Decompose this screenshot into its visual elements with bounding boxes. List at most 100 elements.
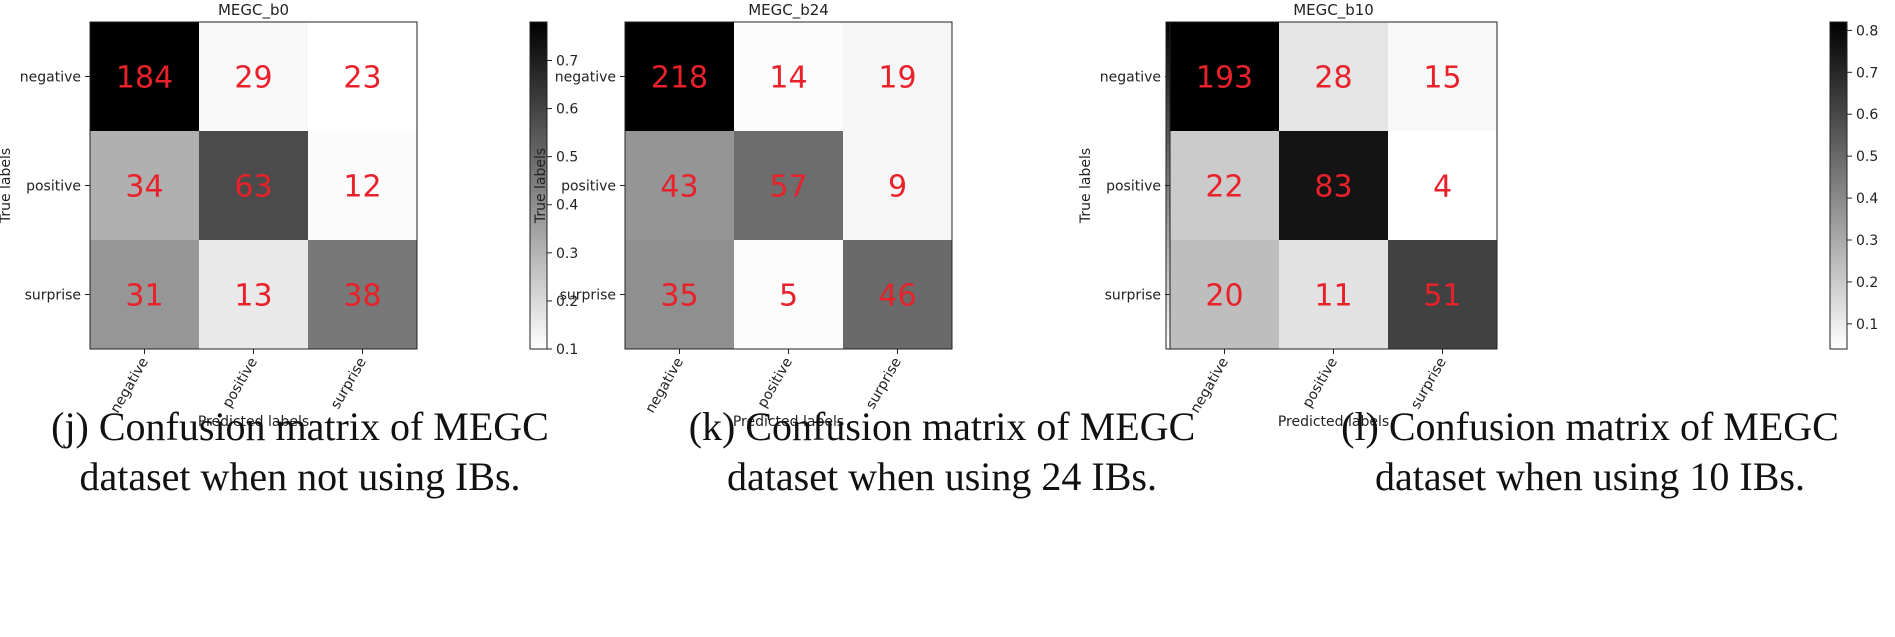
heatmap-cell (1170, 22, 1279, 131)
caption-l-line-1: (l) Confusion matrix of MEGC (1341, 404, 1839, 449)
heatmap-panel-3: MEGC_b10 193 28 15 22 83 4 20 11 51 negative positi… (1078, 1, 1878, 430)
colorbar-tick-label: 0.6 (556, 102, 578, 118)
y-tick-label: surprise (1105, 288, 1161, 304)
heatmap-cell (625, 240, 734, 349)
cell-count-label: 28 (1314, 61, 1352, 96)
y-tick-label: positive (26, 179, 81, 195)
heatmap-cell (1388, 240, 1497, 349)
heatmap-cell (1170, 240, 1279, 349)
heatmap-cell (843, 240, 952, 349)
y-tick-label: negative (20, 70, 81, 86)
heatmap-cell (1279, 240, 1388, 349)
caption-k: (k) Confusion matrix of MEGC dataset whe… (642, 402, 1242, 502)
heatmap-cell (90, 22, 199, 131)
heatmap-cell (308, 240, 417, 349)
chart-title: MEGC_b10 (1293, 1, 1374, 20)
colorbar-tick-label: 0.5 (1856, 149, 1878, 165)
cell-count-label: 15 (1423, 61, 1461, 96)
x-axis-label: Predicted labels (1278, 414, 1389, 430)
heatmap-cell (625, 131, 734, 240)
cell-count-label: 218 (651, 61, 708, 96)
caption-j: (j) Confusion matrix of MEGC dataset whe… (0, 402, 600, 502)
heatmap-cell (90, 131, 199, 240)
x-axis-label: Predicted labels (198, 414, 309, 430)
heatmap-cell (199, 240, 308, 349)
heatmap-cell (199, 22, 308, 131)
y-tick-label: surprise (560, 288, 616, 304)
heatmap-cell (199, 131, 308, 240)
heatmap-cell (843, 131, 952, 240)
cell-count-label: 83 (1314, 170, 1352, 205)
heatmap-cell (1388, 22, 1497, 131)
caption-l: (l) Confusion matrix of MEGC dataset whe… (1290, 402, 1890, 502)
chart-title: MEGC_b24 (748, 1, 829, 20)
cell-count-label: 12 (343, 170, 381, 205)
cell-count-label: 63 (234, 170, 272, 205)
heatmap-cell (308, 22, 417, 131)
colorbar (1829, 21, 1848, 350)
colorbar (529, 21, 548, 350)
cell-count-label: 11 (1314, 279, 1352, 314)
cell-count-label: 23 (343, 61, 381, 96)
colorbar-tick-label: 0.8 (1856, 23, 1878, 39)
heatmap-cell (308, 131, 417, 240)
colorbar-tick-label: 0.2 (1856, 275, 1878, 291)
y-tick-label: positive (1106, 179, 1161, 195)
cell-count-label: 5 (779, 279, 798, 314)
heatmap-cell (734, 131, 843, 240)
colorbar-tick-label: 0.1 (1856, 317, 1878, 333)
x-axis-label: Predicted labels (733, 414, 844, 430)
cell-count-label: 19 (878, 61, 916, 96)
y-tick-label: positive (561, 179, 616, 195)
colorbar-tick-label: 0.2 (556, 294, 578, 310)
heatmap-panel-2: MEGC_b24 218 14 19 43 57 9 35 5 46 negative positiv… (533, 1, 1214, 430)
heatmap-cell (734, 240, 843, 349)
heatmap-cell (1388, 131, 1497, 240)
colorbar-tick-label: 0.4 (556, 198, 578, 214)
caption-j-line-1: (j) Confusion matrix of MEGC (51, 404, 549, 449)
heatmap-panel-1: MEGC_b0 184 29 23 34 63 12 31 13 38 negative positi… (0, 1, 578, 430)
cell-count-label: 34 (125, 170, 163, 205)
colorbar-tick-label: 0.3 (1856, 233, 1878, 249)
cell-count-label: 13 (234, 279, 272, 314)
chart-title: MEGC_b0 (218, 1, 289, 20)
y-axis-label: True labels (1078, 148, 1094, 224)
heatmap-cell (1170, 131, 1279, 240)
heatmap-cell (90, 240, 199, 349)
cell-count-label: 193 (1196, 61, 1253, 96)
colorbar-tick-label: 0.5 (556, 150, 578, 166)
cell-count-label: 46 (878, 279, 916, 314)
caption-j-line-2: dataset when not using IBs. (79, 454, 521, 499)
colorbar-tick-label: 0.4 (1856, 191, 1878, 207)
y-tick-label: negative (555, 70, 616, 86)
cell-count-label: 35 (660, 279, 698, 314)
cell-count-label: 51 (1423, 279, 1461, 314)
y-tick-label: negative (1100, 70, 1161, 86)
caption-k-line-1: (k) Confusion matrix of MEGC (688, 404, 1196, 449)
cell-count-label: 4 (1433, 170, 1452, 205)
y-tick-label: surprise (25, 288, 81, 304)
colorbar-tick-label: 0.7 (1856, 65, 1878, 81)
cell-count-label: 184 (116, 61, 173, 96)
y-axis-label: True labels (0, 148, 14, 224)
heatmap-cell (625, 22, 734, 131)
heatmap-cell (1279, 131, 1388, 240)
cell-count-label: 31 (125, 279, 163, 314)
cell-count-label: 9 (888, 170, 907, 205)
cell-count-label: 29 (234, 61, 272, 96)
heatmap-cell (1279, 22, 1388, 131)
cell-count-label: 22 (1205, 170, 1243, 205)
colorbar-tick-label: 0.7 (556, 53, 578, 69)
heatmap-cell (843, 22, 952, 131)
caption-k-line-2: dataset when using 24 IBs. (727, 454, 1157, 499)
colorbar-tick-label: 0.1 (556, 342, 578, 358)
cell-count-label: 38 (343, 279, 381, 314)
heatmap-cell (734, 22, 843, 131)
cell-count-label: 20 (1205, 279, 1243, 314)
cell-count-label: 14 (769, 61, 807, 96)
y-axis-label: True labels (533, 148, 549, 224)
cell-count-label: 57 (769, 170, 807, 205)
colorbar-tick-label: 0.3 (556, 246, 578, 262)
cell-count-label: 43 (660, 170, 698, 205)
